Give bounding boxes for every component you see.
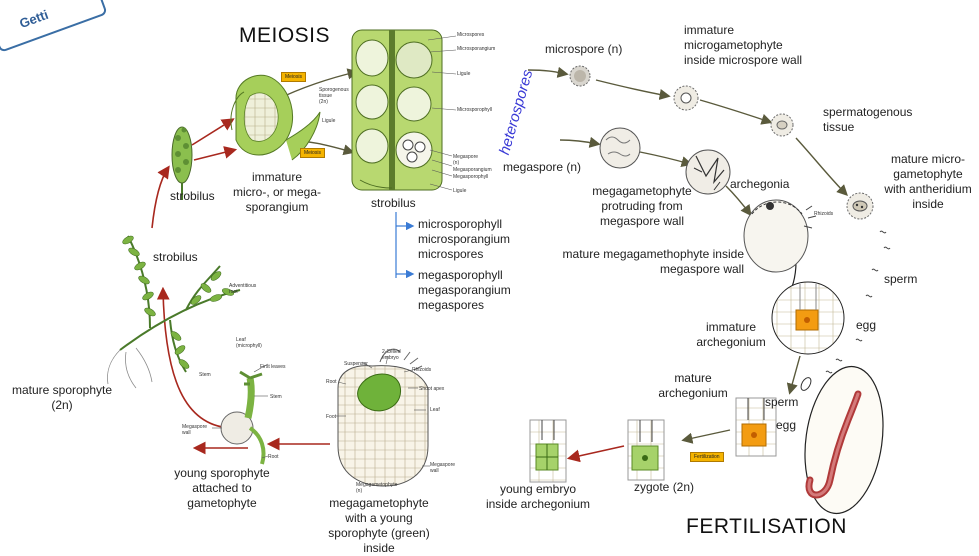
mature-microgametophyte-illustration: [846, 192, 874, 220]
root-b-label: Root: [268, 454, 279, 460]
megaspore-label: megaspore (n): [503, 160, 582, 174]
arrow-zygote-to-embryo: [566, 445, 625, 463]
megaspore-illustration: [599, 127, 641, 169]
arrow-to-megaspore: [559, 136, 601, 148]
arrow-to-mature-micro: [795, 137, 848, 196]
spermatogenous-illustration: [770, 113, 794, 137]
meiosis-tag-1: Meiosis: [281, 72, 306, 82]
rhizoids-label: Rhizoids: [814, 211, 834, 217]
shoot-apex-label: Shoot apex: [419, 386, 445, 392]
fertilisation-oval-illustration: [800, 365, 884, 515]
arrow-to-strobilus: [151, 165, 170, 229]
meiosis-tag-2: Meiosis: [300, 148, 325, 158]
megagametophyte-small-label: Megagametophyte (n): [356, 482, 398, 494]
microspore-label: microspore (n): [545, 42, 623, 56]
megagametophyte-protruding-label: megagametophyte protruding from megaspor…: [592, 184, 692, 228]
zygote-illustration: [627, 419, 665, 481]
arrow-to-microspore: [527, 66, 569, 78]
fertilization-tag: Fertilization: [690, 452, 724, 462]
ligule-a-label: Ligule: [322, 118, 336, 124]
strobilus-leaders: [427, 35, 457, 191]
egg-mid-label: egg: [776, 418, 797, 432]
suspensor-label: Suspensor: [344, 361, 368, 367]
microsporophyll-small-label: Microsporophyll: [457, 107, 493, 113]
ligule-c-label: Ligule: [453, 188, 467, 194]
arrow-immature-to-spermatogenous: [699, 99, 773, 125]
meiosis-title: MEIOSIS: [239, 24, 331, 47]
mature-archegonium-illustration: [735, 397, 777, 457]
arrow-to-mature-sporophyte: [156, 286, 231, 429]
mega-list-label: megasporophyll megasporangium megaspores: [418, 268, 511, 312]
sperm-mid-label: sperm: [765, 395, 799, 409]
immature-microgametophyte-illustration: [673, 85, 699, 111]
microspores-small-label: Microspores: [457, 32, 485, 38]
sporogenous-label: Sporogenous tissue (2n): [319, 87, 349, 105]
root-small-label: Root: [326, 379, 337, 385]
mature-microgametophyte-label: mature micro- gametophyte with antheridi…: [884, 152, 972, 211]
young-sporophyte-illustration: [220, 370, 266, 465]
arrow-strobilus-to-sporangium-a: [191, 118, 235, 146]
mature-sporophyte-illustration: [107, 235, 241, 389]
megaspore-wall2-label: Megaspore wall: [182, 424, 208, 436]
strobilus-top-label: strobilus: [170, 189, 215, 203]
arrow-to-mature-mega: [725, 185, 752, 217]
young-sporophyte-leaders: [212, 363, 269, 459]
stem-b-label: Stem: [270, 394, 282, 400]
adventitious-root-label: Adventitious root: [229, 283, 257, 295]
sperm-squiggles: [825, 230, 891, 374]
foot-label: Foot: [326, 414, 337, 420]
megagametophyte-protruding-illustration: [685, 149, 731, 195]
young-embryo-illustration: [529, 419, 567, 483]
megagametophyte-sporophyte-illustration: [337, 348, 429, 487]
zygote-label: zygote (2n): [634, 480, 695, 494]
megasporophyll-small-label: Megasporophyll: [453, 174, 489, 180]
megaspore-wall-label: Megaspore wall: [430, 462, 456, 474]
megagametophyte-young-label: megagametophyte with a young sporophyte …: [328, 496, 430, 555]
arrow-megaspore-to-protruding: [639, 151, 693, 168]
archegonia-label: archegonia: [730, 177, 790, 191]
megaspore-small-label: Megaspore (n): [453, 154, 479, 166]
mature-sporophyte-label: mature sporophyte (2n): [11, 383, 113, 412]
immature-microgametophyte-label: immature microgametophyte inside microsp…: [684, 23, 803, 67]
immature-sporangium-illustration: [230, 74, 321, 161]
leaf2-label: Leaf: [430, 407, 440, 413]
spermatogenous-label: spermatogenous tissue: [823, 105, 913, 134]
immature-archegonium-label: immature archegonium: [696, 320, 766, 349]
strobilus-cone-illustration: [171, 126, 193, 200]
microsporangium-small-label: Microsporangium: [457, 46, 496, 52]
microspore-illustration: [569, 65, 591, 87]
young-embryo-label: young embryo inside archegonium: [485, 482, 591, 511]
two-celled-embryo-label: 2-Celled embryo: [382, 349, 401, 361]
young-sporophyte-label: young sporophyte attached to gametophyte: [174, 466, 270, 510]
fertilisation-title: FERTILISATION: [686, 515, 847, 538]
mature-archegonium-label: mature archegonium: [658, 371, 728, 400]
stem-a-label: Stem: [199, 372, 211, 378]
ligule-b-label: Ligule: [457, 71, 471, 77]
first-leaves-label: First leaves: [260, 364, 286, 370]
strobilus-section-illustration: [351, 29, 443, 191]
micro-list-label: microsporophyll microsporangium microspo…: [418, 217, 511, 261]
mature-megagametophyte-label: mature megagamethophyte inside megaspore…: [562, 247, 744, 276]
egg-right-label: egg: [856, 318, 877, 332]
mature-megagametophyte-illustration: [743, 199, 817, 273]
strobilus-section-label: strobilus: [371, 196, 416, 210]
sperm-right-label: sperm: [884, 272, 918, 286]
immature-sporangium-label: immature micro-, or mega- sporangium: [232, 170, 321, 214]
immature-archegonium-illustration: [771, 281, 845, 355]
rhizoids2-label: Rhizoids: [412, 367, 432, 373]
arrow-fertilization: [681, 429, 731, 444]
gametophyte-leaders: [336, 355, 430, 467]
arrow-strobilus-to-sporangium-b: [193, 146, 238, 161]
strobilus-plant-label: strobilus: [153, 250, 198, 264]
leaf-microphyll-label: Leaf (microphyll): [236, 337, 262, 349]
megasporangium-small-label: Megasporangium: [453, 167, 492, 173]
arrow-microspore-to-immature: [595, 79, 671, 101]
